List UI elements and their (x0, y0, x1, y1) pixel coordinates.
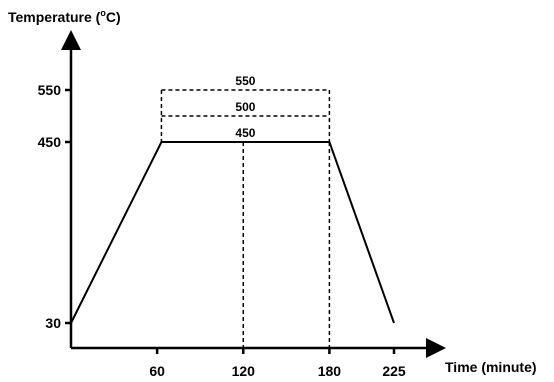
x-tick-label: 180 (318, 363, 342, 379)
hold-level-label: 500 (235, 100, 255, 114)
x-tick-label: 225 (382, 363, 406, 379)
y-axis-title: Temperature (oC) (8, 8, 121, 25)
axis-ticks (65, 88, 396, 354)
hold-level-label: 550 (235, 74, 255, 88)
tick-labels: 30 450 550 60 120 180 225 550 500 450 (38, 74, 406, 379)
x-axis-title: Time (minute) (445, 359, 537, 375)
y-tick-label: 30 (45, 315, 61, 331)
x-tick-label: 60 (149, 363, 165, 379)
temperature-profile-line (70, 141, 395, 324)
y-tick-label: 450 (38, 134, 62, 150)
x-tick-label: 120 (232, 363, 256, 379)
reference-lines (160, 89, 331, 348)
series-marks (70, 141, 395, 324)
y-tick-label: 550 (38, 82, 62, 98)
hold-level-label: 450 (235, 126, 255, 140)
